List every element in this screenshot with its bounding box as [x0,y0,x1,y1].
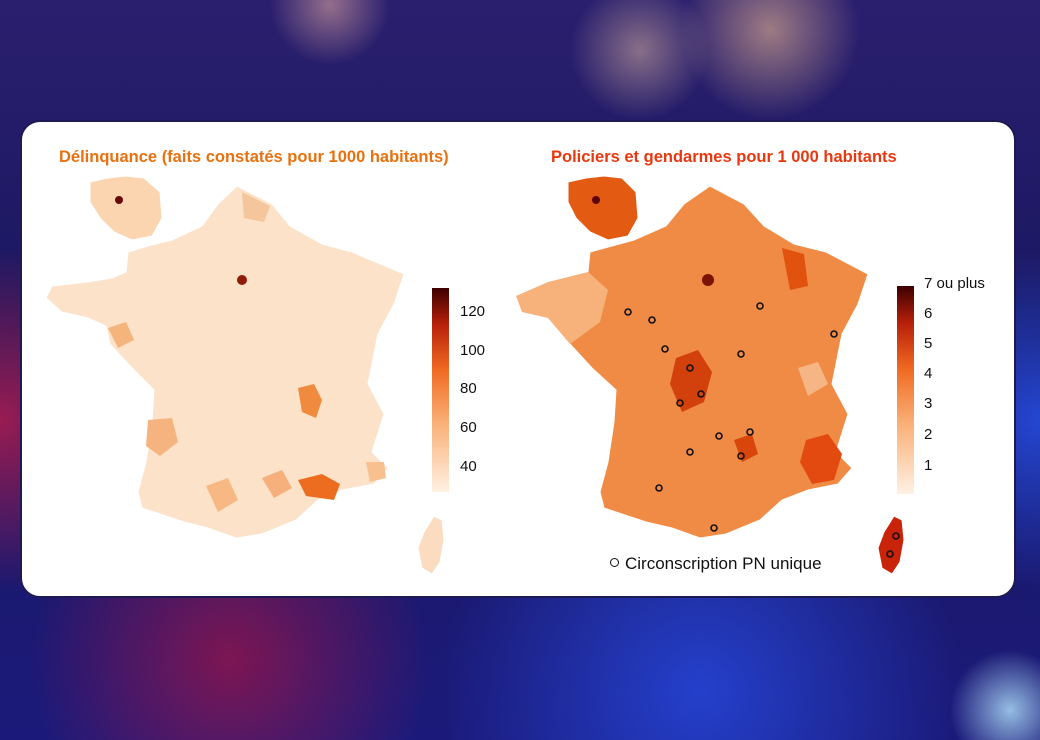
legend-tick-left-80: 80 [460,380,477,397]
corsica-left [417,515,445,575]
circonscription-marker [686,364,694,372]
circonscription-marker [886,550,894,558]
ile-de-france-left [89,175,163,241]
ile-de-france-right [567,175,639,241]
region-highlight-haute-garonne [206,478,238,512]
legend-note-text: Circonscription PN unique [625,554,822,573]
region-highlight-nord [242,192,270,222]
right-map-title: Policiers et gendarmes pour 1 000 habita… [551,148,897,166]
legend-tick-right-7: 7 ou plus [924,275,985,292]
circonscription-marker [648,316,656,324]
legend-tick-right-3: 3 [924,395,932,412]
circonscription-marker [697,390,705,398]
circonscription-marker [746,428,754,436]
legend-tick-left-40: 40 [460,458,477,475]
circonscription-marker [655,484,663,492]
circonscription-marker [715,432,723,440]
map-policiers: 7 ou plus 6 5 4 3 2 1 [515,175,985,575]
mainland-france-left [45,185,405,539]
circonscription-marker [710,524,718,532]
region-highlight-rhone [298,384,322,418]
legend-tick-right-5: 5 [924,335,932,352]
legend-tick-right-4: 4 [924,365,932,382]
circonscription-marker [830,330,838,338]
legend-tick-right-1: 1 [924,457,932,474]
maps-canvas: 120 100 80 60 40 [45,175,985,575]
corsica-right [877,515,905,575]
region-highlight-paca [800,434,842,484]
circonscription-marker [892,532,900,540]
legend-tick-left-100: 100 [460,342,485,359]
circonscription-marker [737,452,745,460]
legend-note: Circonscription PN unique [610,554,822,574]
region-highlight-paris [237,275,247,285]
region-highlight-herault [262,470,292,498]
region-highlight-gironde [146,418,178,456]
region-highlight-alpes-maritimes [366,462,386,482]
region-highlight-paris-right [702,274,714,286]
legend-tick-left-60: 60 [460,419,477,436]
region-highlight-alpes-light [798,362,828,396]
legend-tick-right-6: 6 [924,305,932,322]
legend-tick-left-120: 120 [460,303,485,320]
circonscription-marker [686,448,694,456]
circonscription-marker [756,302,764,310]
region-highlight-loire-atlantique [108,322,134,348]
region-highlight-paris-small [115,196,123,204]
circonscription-marker [737,350,745,358]
left-map-title: Délinquance (faits constatés pour 1000 h… [59,148,449,166]
circonscription-marker [661,345,669,353]
legend-tick-right-2: 2 [924,426,932,443]
region-highlight-bdr [298,474,340,500]
region-highlight-lozere [734,434,758,462]
legend-bar-right [897,286,914,494]
map-delinquance: 120 100 80 60 40 [45,175,485,575]
infographic-card: Délinquance (faits constatés pour 1000 h… [20,120,1016,598]
brittany-right [516,272,608,344]
region-highlight-lorraine [782,248,808,290]
circonscription-marker [624,308,632,316]
region-highlight-paris-right-small [592,196,600,204]
legend-bar-left [432,288,449,492]
circonscription-marker [676,399,684,407]
circonscription-marker-icon [610,558,619,568]
